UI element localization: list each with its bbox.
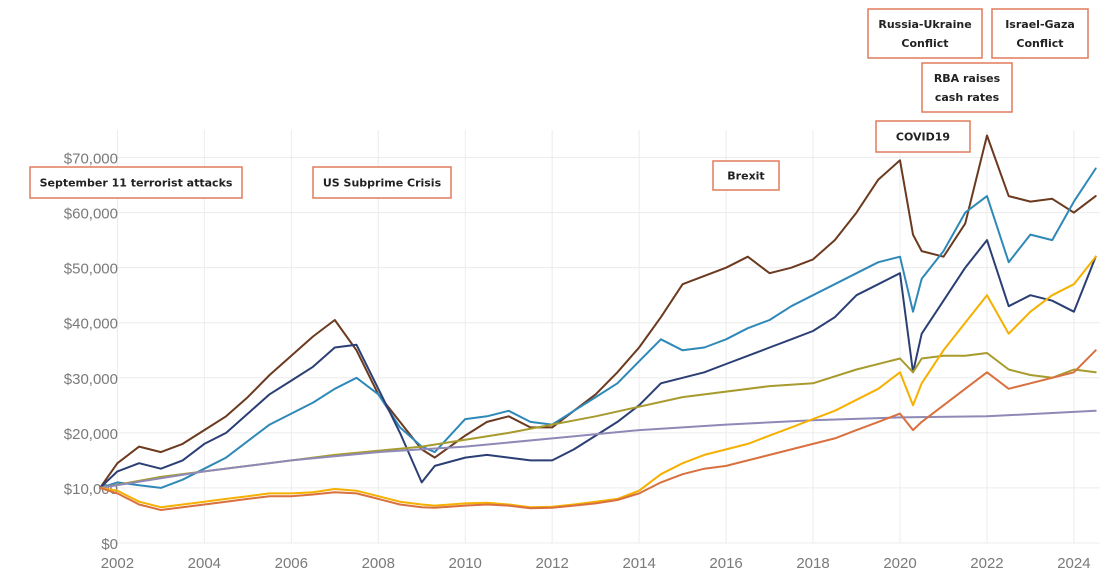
x-tick-label: 2012 [535, 555, 568, 572]
annotation-label: RBA raises [934, 72, 1001, 85]
annotation-box [875, 120, 971, 153]
x-tick-label: 2020 [883, 555, 916, 572]
y-tick-label: $30,000 [64, 371, 118, 388]
annotation-box [29, 166, 243, 199]
x-tick-label: 2014 [622, 555, 655, 572]
x-tick-label: 2008 [362, 555, 395, 572]
x-tick-label: 2016 [709, 555, 742, 572]
annotation-label: cash rates [935, 91, 1000, 104]
y-tick-label: $20,000 [64, 426, 118, 443]
annotation-label: COVID19 [896, 131, 950, 144]
annotation-label: Conflict [1016, 37, 1063, 50]
annotation-label: September 11 terrorist attacks [40, 177, 233, 190]
y-tick-label: $10,000 [64, 481, 118, 498]
y-tick-label: $50,000 [64, 261, 118, 278]
series-line-2 [99, 167, 1097, 489]
annotation-box [921, 62, 1013, 113]
y-tick-label: $40,000 [64, 316, 118, 333]
x-tick-label: 2022 [970, 555, 1003, 572]
grid [110, 130, 1100, 544]
annotation-us-subprime-crisis: US Subprime Crisis [312, 166, 452, 199]
x-tick-label: 2004 [188, 555, 221, 572]
x-tick-label: 2018 [796, 555, 829, 572]
series-lines [99, 134, 1097, 511]
series-line-6 [99, 255, 1097, 509]
annotation-september-11-terrorist-attacks: September 11 terrorist attacks [29, 166, 243, 199]
annotation-rba-raises-cash-rates: RBA raises cash rates [921, 62, 1013, 113]
series-line-5 [99, 409, 1097, 489]
annotation-covid19: COVID19 [875, 120, 971, 153]
y-tick-label: $70,000 [64, 151, 118, 168]
annotation-label: Conflict [901, 37, 948, 50]
x-tick-label: 2010 [449, 555, 482, 572]
y-tick-label: $60,000 [64, 206, 118, 223]
annotation-label: Brexit [727, 170, 764, 183]
x-tick-label: 2002 [101, 555, 134, 572]
annotation-label: Israel-Gaza [1005, 18, 1075, 31]
annotation-box [867, 8, 983, 59]
annotation-brexit: Brexit [712, 160, 780, 191]
series-line-3 [99, 239, 1097, 489]
annotation-label: Russia-Ukraine [878, 18, 971, 31]
annotation-israel-gaza-conflict: Israel-Gaza Conflict [991, 8, 1089, 59]
x-tick-label: 2024 [1057, 555, 1090, 572]
y-tick-label: $0 [101, 536, 118, 553]
x-tick-label: 2006 [275, 555, 308, 572]
annotation-box [712, 160, 780, 191]
series-line-1 [99, 134, 1097, 489]
axis-ticks: $0 $10,000 $20,000 $30,000 $40,000 $50,000 $60… [64, 151, 1091, 572]
series-line-4 [99, 352, 1097, 489]
annotation-russia-ukraine-conflict: Russia-Ukraine Conflict [867, 8, 983, 59]
annotation-box [312, 166, 452, 199]
event-annotations: September 11 terrorist attacks US Subprim… [29, 8, 1089, 199]
annotation-box [991, 8, 1089, 59]
series-line-7 [99, 349, 1097, 511]
annotation-label: US Subprime Crisis [323, 177, 442, 190]
